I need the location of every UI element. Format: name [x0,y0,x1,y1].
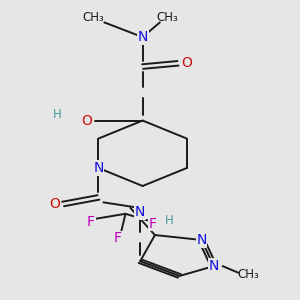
Text: N: N [208,259,219,273]
Text: CH₃: CH₃ [156,11,178,24]
Text: N: N [135,205,146,219]
Text: N: N [93,161,104,175]
Text: N: N [196,233,207,247]
Text: F: F [87,215,95,229]
Text: O: O [49,197,60,211]
Text: O: O [81,114,92,128]
Text: N: N [137,30,148,44]
Text: H: H [52,107,61,121]
Text: F: F [148,217,157,231]
Text: H: H [165,214,174,227]
Text: F: F [114,231,122,245]
Text: CH₃: CH₃ [83,11,104,24]
Text: CH₃: CH₃ [237,268,259,281]
Text: O: O [182,56,192,70]
